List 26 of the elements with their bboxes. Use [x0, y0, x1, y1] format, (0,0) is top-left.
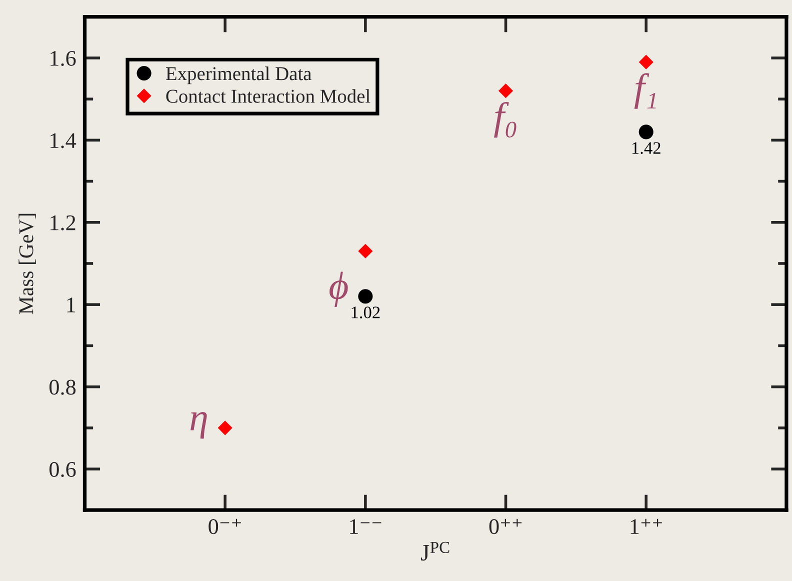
x-axis-title: J$^{PC}$: [420, 542, 450, 561]
point: [358, 244, 373, 258]
point: [218, 420, 232, 436]
y-axis-title: Mass [GeV]: [18, 214, 36, 314]
y-tick-label: 1.2: [50, 215, 76, 230]
point: [358, 289, 373, 304]
annotation: η: [190, 412, 207, 439]
legend-label: Contact Interaction Model: [166, 89, 370, 103]
x-tick-label: 1⁺⁺: [630, 518, 662, 534]
legend-label: Experimental Data: [166, 66, 312, 84]
point: [638, 124, 654, 140]
annotation: ϕ: [330, 272, 348, 308]
y-tick-label: 1.6: [50, 50, 76, 66]
data-label: 1.02: [352, 306, 380, 318]
point: [638, 54, 654, 70]
y-tick-label: 0.8: [49, 380, 76, 395]
annotation: f₀: [494, 102, 516, 138]
x-tick-label: 0⁺⁺: [489, 518, 522, 534]
y-tick-label: 0.6: [49, 462, 76, 478]
data-label: 1.42: [632, 142, 660, 154]
x-tick-label: 0⁻⁺: [208, 518, 241, 534]
annotation: f₁: [634, 73, 656, 109]
y-tick-label: 1: [67, 298, 76, 312]
y-tick-label: 1.4: [50, 133, 76, 148]
point: [498, 84, 514, 98]
x-tick-label: 1⁻⁻: [350, 519, 382, 534]
